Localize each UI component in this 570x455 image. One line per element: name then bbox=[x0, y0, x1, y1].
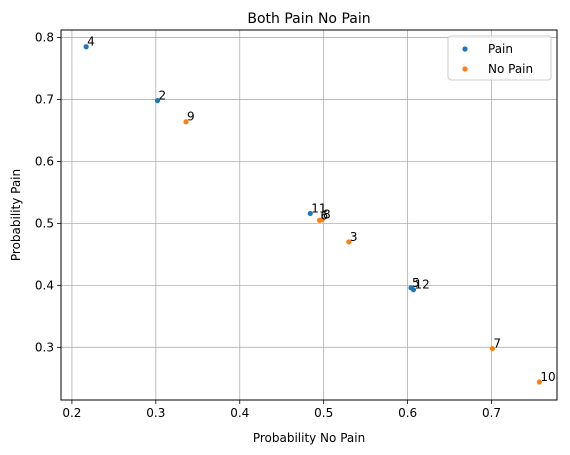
point-label: 2 bbox=[159, 89, 167, 103]
x-tick-label: 0.2 bbox=[62, 406, 81, 420]
point-label: 6 bbox=[320, 208, 328, 222]
y-tick-label: 0.4 bbox=[35, 278, 54, 292]
plot-frame bbox=[60, 29, 558, 401]
y-tick-label: 0.8 bbox=[35, 30, 54, 44]
y-tick-label: 0.3 bbox=[35, 340, 54, 354]
data-point bbox=[183, 119, 189, 125]
x-tick-label: 0.3 bbox=[146, 406, 165, 420]
legend-marker bbox=[462, 66, 468, 72]
data-point bbox=[319, 217, 325, 223]
legend-box bbox=[447, 35, 552, 81]
grid bbox=[61, 30, 557, 400]
point-label: 4 bbox=[87, 35, 95, 49]
point-label: 7 bbox=[493, 337, 501, 351]
x-tick-label: 0.5 bbox=[314, 406, 333, 420]
data-point bbox=[346, 239, 352, 245]
y-tick-label: 0.7 bbox=[35, 92, 54, 106]
data-point bbox=[410, 287, 417, 293]
y-tick-label: 0.6 bbox=[35, 154, 54, 168]
data-point bbox=[154, 98, 161, 104]
point-label: 8 bbox=[323, 208, 331, 222]
point-label: 11 bbox=[311, 201, 326, 215]
x-axis-label: Probability No Pain bbox=[253, 431, 365, 445]
legend-entry: No Pain bbox=[488, 62, 533, 76]
legend: Pain No Pain bbox=[447, 35, 552, 81]
data-point bbox=[536, 379, 542, 385]
point-label: 12 bbox=[414, 278, 429, 292]
point-labels: 4 2 11 512 9 68 3 7 10 bbox=[87, 35, 555, 384]
data-point bbox=[489, 345, 495, 352]
legend-entry: Pain bbox=[488, 42, 513, 56]
data-point bbox=[307, 210, 313, 217]
legend-marker bbox=[462, 46, 468, 52]
point-label: 3 bbox=[350, 230, 358, 244]
x-tick-label: 0.7 bbox=[482, 406, 501, 420]
point-label: 10 bbox=[540, 370, 555, 384]
x-tick-label: 0.4 bbox=[230, 406, 249, 420]
axis-ticks: 0.2 0.3 0.4 0.5 0.6 0.7 0.3 0.4 0.5 0.6 0.7 0.8 bbox=[35, 30, 501, 420]
data-point bbox=[83, 44, 89, 50]
chart-title: Both Pain No Pain bbox=[247, 11, 370, 27]
y-axis-label: Probability Pain bbox=[9, 169, 23, 261]
point-label: 9 bbox=[187, 110, 195, 124]
y-tick-label: 0.5 bbox=[35, 216, 54, 230]
point-label: 5 bbox=[412, 276, 420, 290]
x-tick-label: 0.6 bbox=[398, 406, 417, 420]
data-points bbox=[83, 44, 542, 385]
